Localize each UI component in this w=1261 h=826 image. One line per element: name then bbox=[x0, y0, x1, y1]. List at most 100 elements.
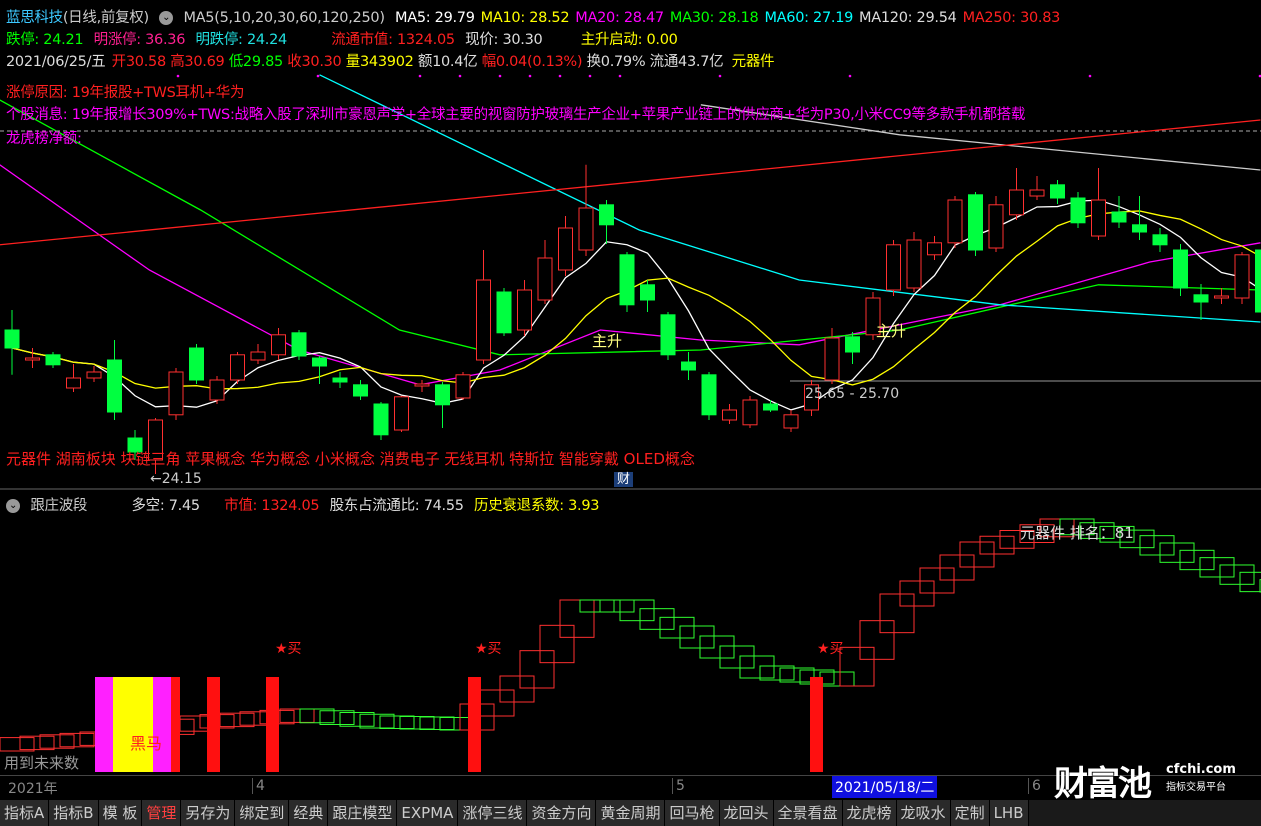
tab-模板[interactable]: 模 板 bbox=[98, 800, 143, 826]
dark-horse-bar bbox=[95, 677, 113, 772]
wave-box bbox=[539, 624, 575, 664]
wave-box bbox=[319, 710, 355, 725]
candle-body bbox=[250, 351, 266, 361]
ma-value: MA60: 27.19 bbox=[764, 10, 854, 26]
candle-body bbox=[291, 332, 307, 357]
candle-body bbox=[1152, 234, 1168, 246]
tab-涨停三线[interactable]: 涨停三线 bbox=[458, 800, 528, 826]
signal-dot bbox=[176, 74, 180, 78]
signal-dot bbox=[848, 74, 852, 78]
candle-body bbox=[865, 297, 881, 336]
high: 高30.69 bbox=[170, 54, 225, 70]
main-rise-label: 主升 bbox=[876, 322, 907, 340]
wave-box bbox=[39, 734, 75, 749]
candle-body bbox=[558, 227, 573, 271]
low: 低29.85 bbox=[228, 54, 284, 70]
tab-龙吸水[interactable]: 龙吸水 bbox=[896, 800, 951, 826]
open: 开30.58 bbox=[111, 54, 167, 70]
candle-body bbox=[701, 374, 717, 416]
buy-signal-bar bbox=[468, 677, 481, 772]
tab-另存为[interactable]: 另存为 bbox=[181, 800, 236, 826]
lower-panel-header: ⌄ 跟庄波段 多空: 7.45 市值: 1324.05 股东占流通比: 74.5… bbox=[6, 494, 605, 515]
candle-body bbox=[414, 383, 430, 387]
tab-指标A[interactable]: 指标A bbox=[0, 800, 50, 826]
date: 2021/06/25/五 bbox=[6, 54, 106, 70]
wave-box bbox=[479, 689, 515, 717]
signal-dot bbox=[1088, 74, 1092, 78]
tab-龙虎榜[interactable]: 龙虎榜 bbox=[842, 800, 897, 826]
wave-box bbox=[299, 708, 335, 724]
chevron-down-icon[interactable]: ⌄ bbox=[159, 11, 174, 25]
limit-down: 跌停: 24.21 bbox=[6, 32, 84, 48]
ma-value: MA250: 30.83 bbox=[962, 10, 1061, 26]
candle-body bbox=[66, 377, 81, 389]
wave-box bbox=[379, 715, 415, 729]
candle-body bbox=[25, 357, 40, 361]
candle-body bbox=[1132, 224, 1147, 233]
chevron-down-icon[interactable]: ⌄ bbox=[6, 499, 20, 513]
candle-body bbox=[578, 207, 594, 251]
wave-box bbox=[859, 620, 895, 660]
limit-up-reason: 涨停原因: 19年报股+TWS耳机+华为 bbox=[6, 85, 245, 101]
tab-指标B[interactable]: 指标B bbox=[49, 800, 99, 826]
market-cap: 市值: 1324.05 bbox=[224, 498, 320, 514]
candle-body bbox=[496, 291, 512, 334]
candlestick-chart[interactable] bbox=[0, 0, 1261, 490]
candle-body bbox=[373, 403, 389, 436]
ma-values: MA5: 29.79 MA10: 28.52 MA20: 28.47 MA30: 28… bbox=[395, 10, 1066, 26]
wave-box bbox=[979, 535, 1015, 555]
sector-rank: 元器件 排名：81 bbox=[1020, 524, 1134, 542]
tab-定制[interactable]: 定制 bbox=[950, 800, 990, 826]
wave-box bbox=[1099, 525, 1135, 543]
ma-line-ma60 bbox=[319, 74, 1261, 323]
concept-list: 元器件 湖南板块 块链三角 苹果概念 华为概念 小米概念 消费电子 无线耳机 特… bbox=[6, 450, 695, 468]
candle-body bbox=[947, 199, 963, 244]
wave-box bbox=[19, 735, 55, 751]
volume: 量343902 bbox=[345, 54, 414, 70]
dark-horse-label: 黑马 bbox=[130, 734, 163, 753]
tab-全景看盘[interactable]: 全景看盘 bbox=[773, 800, 843, 826]
candle-body bbox=[927, 242, 942, 256]
tab-回马枪[interactable]: 回马枪 bbox=[665, 800, 720, 826]
axis-year: 2021年 bbox=[8, 781, 58, 797]
tab-经典[interactable]: 经典 bbox=[289, 800, 329, 826]
candle-body bbox=[968, 194, 983, 251]
candle-body bbox=[1111, 211, 1127, 223]
candle-body bbox=[1091, 199, 1106, 237]
tab-绑定到[interactable]: 绑定到 bbox=[235, 800, 290, 826]
logo: 财富池 cfchi.com 指标交易平台 bbox=[1054, 756, 1236, 805]
wave-box bbox=[1259, 579, 1261, 593]
wave-box bbox=[1199, 557, 1235, 578]
wave-box bbox=[999, 530, 1035, 549]
candle-body bbox=[722, 409, 737, 421]
candle-body bbox=[230, 354, 245, 381]
wave-box bbox=[719, 645, 755, 669]
candle-body bbox=[681, 361, 696, 371]
wave-box bbox=[1139, 535, 1175, 556]
candle-body bbox=[640, 284, 655, 301]
wave-box bbox=[399, 716, 435, 730]
tab-黄金周期[interactable]: 黄金周期 bbox=[596, 800, 666, 826]
sector[interactable]: 元器件 bbox=[731, 54, 775, 70]
header-line-2: 跌停: 24.21 明涨停: 36.36 明跌停: 24.24 流通市值: 13… bbox=[6, 28, 684, 49]
candle-body bbox=[1070, 197, 1086, 224]
buy-signal-bar bbox=[207, 677, 220, 772]
finance-badge[interactable]: 财 bbox=[614, 472, 634, 487]
tab-资金方向[interactable]: 资金方向 bbox=[527, 800, 597, 826]
candle-body bbox=[127, 437, 143, 453]
candle-body bbox=[783, 414, 799, 429]
wave-box bbox=[339, 712, 375, 727]
indicator-title[interactable]: 跟庄波段 bbox=[30, 498, 88, 514]
tab-跟庄模型[interactable]: 跟庄模型 bbox=[328, 800, 398, 826]
tab-LHB[interactable]: LHB bbox=[989, 800, 1029, 826]
wave-box bbox=[59, 732, 95, 748]
tab-管理[interactable]: 管理 bbox=[142, 800, 182, 826]
holder-ratio: 股东占流通比: 74.55 bbox=[329, 498, 464, 514]
candle-body bbox=[189, 347, 204, 381]
tab-EXPMA[interactable]: EXPMA bbox=[397, 800, 459, 826]
period-label[interactable]: (日线,前复权) bbox=[62, 10, 149, 26]
tab-龙回头[interactable]: 龙回头 bbox=[719, 800, 774, 826]
wave-box bbox=[779, 667, 815, 683]
header-line-1: 蓝思科技(日线,前复权) ⌄ MA5(5,10,20,30,60,120,250… bbox=[6, 6, 1072, 27]
